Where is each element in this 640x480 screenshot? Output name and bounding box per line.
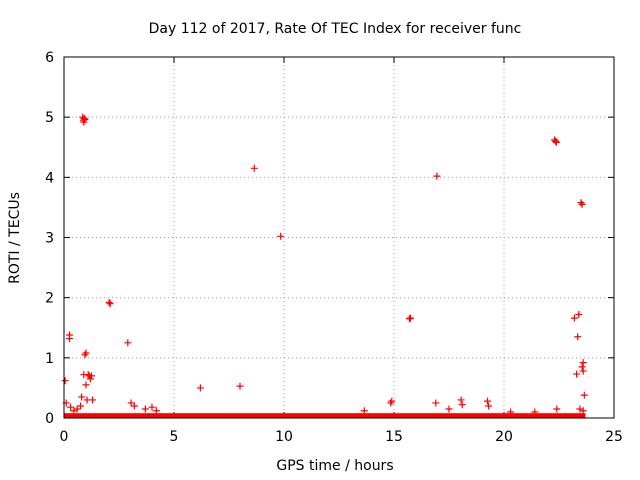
data-point bbox=[457, 396, 465, 404]
data-points bbox=[61, 113, 588, 416]
y-tick-label: 3 bbox=[45, 231, 54, 247]
data-point bbox=[105, 298, 113, 306]
data-point bbox=[86, 375, 94, 383]
x-tick-label: 20 bbox=[495, 429, 513, 445]
data-point bbox=[130, 402, 138, 410]
data-point bbox=[196, 384, 204, 392]
data-point bbox=[552, 138, 560, 146]
data-point bbox=[80, 114, 88, 122]
data-point bbox=[89, 396, 97, 404]
baseline-band bbox=[64, 413, 586, 418]
plot-frame bbox=[63, 56, 615, 419]
data-point bbox=[578, 200, 586, 208]
data-point bbox=[577, 199, 585, 207]
x-tick-label: 25 bbox=[605, 429, 623, 445]
data-point bbox=[573, 370, 581, 378]
data-point bbox=[360, 407, 368, 415]
data-point bbox=[77, 402, 84, 410]
data-point bbox=[574, 333, 582, 341]
grid-lines bbox=[64, 57, 614, 418]
x-tick-label: 10 bbox=[275, 429, 293, 445]
data-point bbox=[432, 399, 440, 407]
data-point bbox=[61, 377, 69, 385]
data-point bbox=[387, 399, 395, 407]
data-point bbox=[507, 408, 515, 416]
y-tick-label: 2 bbox=[45, 291, 54, 307]
data-point bbox=[578, 363, 586, 371]
data-point bbox=[106, 300, 114, 308]
data-point bbox=[148, 403, 156, 411]
data-point bbox=[152, 407, 160, 415]
data-point bbox=[570, 314, 578, 322]
data-point bbox=[579, 407, 587, 415]
axis-ticks: 0 5 10 15 20 25 0 1 2 3 4 5 6 bbox=[45, 50, 623, 445]
x-axis-label: GPS time / hours bbox=[276, 458, 393, 474]
data-point bbox=[445, 405, 453, 413]
data-point bbox=[407, 314, 414, 322]
y-tick-label: 5 bbox=[45, 110, 54, 126]
data-point bbox=[579, 367, 587, 375]
data-point bbox=[531, 408, 539, 416]
data-point bbox=[250, 164, 258, 172]
data-point bbox=[575, 311, 583, 319]
data-point bbox=[67, 403, 75, 411]
data-point bbox=[141, 405, 149, 413]
data-point bbox=[458, 401, 466, 409]
data-point bbox=[127, 399, 135, 407]
data-point bbox=[433, 172, 441, 180]
data-point bbox=[78, 393, 86, 401]
y-tick-label: 0 bbox=[45, 411, 54, 427]
data-point bbox=[236, 382, 244, 390]
data-point bbox=[553, 405, 561, 413]
y-axis-label: ROTI / TECUs bbox=[7, 192, 23, 284]
data-point bbox=[388, 397, 396, 405]
data-point bbox=[405, 315, 413, 323]
data-point bbox=[82, 349, 90, 357]
baseline-point-cluster bbox=[64, 413, 586, 418]
data-point bbox=[82, 381, 90, 389]
data-point bbox=[81, 351, 89, 359]
data-point bbox=[124, 339, 132, 347]
data-point bbox=[88, 372, 95, 380]
y-tick-label: 4 bbox=[45, 170, 54, 186]
data-point bbox=[552, 137, 560, 145]
y-tick-label: 6 bbox=[45, 50, 54, 66]
x-tick-label: 0 bbox=[60, 429, 69, 445]
data-point bbox=[84, 371, 92, 379]
data-point bbox=[277, 232, 285, 240]
data-point bbox=[579, 359, 587, 367]
y-tick-label: 1 bbox=[45, 351, 54, 367]
x-tick-label: 15 bbox=[385, 429, 403, 445]
chart-title: Day 112 of 2017, Rate Of TEC Index for r… bbox=[149, 21, 522, 37]
data-point bbox=[576, 405, 584, 413]
data-point bbox=[485, 402, 493, 410]
data-point bbox=[484, 397, 491, 405]
x-tick-label: 5 bbox=[170, 429, 179, 445]
data-point bbox=[66, 335, 73, 343]
data-point bbox=[81, 116, 89, 124]
data-point bbox=[580, 391, 588, 399]
data-point bbox=[73, 405, 81, 413]
